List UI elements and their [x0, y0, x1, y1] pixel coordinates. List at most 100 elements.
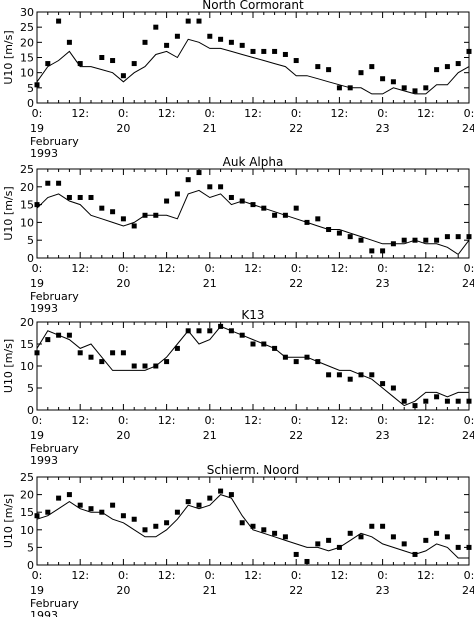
y-tick-label: 30: [20, 6, 34, 19]
y-tick-label: 20: [20, 181, 34, 194]
data-point-observed: [45, 61, 51, 67]
x-tick-label-day: 23: [376, 277, 390, 290]
data-point-observed: [228, 194, 234, 200]
x-tick-label-time: 12:: [71, 569, 89, 582]
data-point-observed: [153, 363, 159, 369]
data-point-observed: [304, 219, 310, 225]
data-point-observed: [315, 216, 321, 222]
data-point-observed: [45, 180, 51, 186]
x-tick-label-time: 12:: [417, 107, 435, 120]
data-point-observed: [261, 48, 267, 54]
x-date-note: February: [30, 597, 79, 610]
data-point-observed: [315, 541, 321, 547]
data-point-observed: [99, 55, 105, 60]
data-point-observed: [120, 513, 126, 519]
data-point-observed: [207, 184, 213, 190]
plot-frame: [36, 321, 470, 411]
data-point-observed: [131, 363, 137, 369]
data-point-observed: [218, 488, 224, 494]
data-point-observed: [455, 398, 461, 404]
data-point-observed: [185, 18, 191, 24]
data-point-observed: [250, 523, 256, 529]
x-tick-label-time: 0:: [32, 107, 43, 120]
x-tick-label-day: 20: [116, 277, 130, 290]
x-tick-label-time: 12:: [244, 569, 262, 582]
y-tick-label: 15: [20, 506, 34, 519]
data-point-observed: [88, 506, 94, 512]
data-point-observed: [347, 85, 353, 91]
y-tick-label: 10: [20, 216, 34, 229]
data-point-observed: [45, 509, 51, 515]
y-tick-label: 0: [27, 404, 34, 417]
x-tick-label-time: 0:: [204, 569, 215, 582]
plot-frame: [36, 168, 470, 259]
x-date-note: February: [30, 135, 79, 148]
data-point-observed: [228, 328, 234, 334]
data-point-observed: [293, 551, 299, 557]
x-tick-label-day: 22: [289, 429, 303, 442]
chart-panel-3: Schierm. Noord 0 5 10 15 20 25 0: 19 12: 0: 20 12: 0:…: [2, 463, 474, 617]
data-point-observed: [228, 39, 234, 45]
data-point-observed: [369, 372, 375, 378]
data-point-observed: [423, 537, 429, 543]
x-tick-label-day: 22: [289, 277, 303, 290]
x-tick-label-time: 12:: [417, 569, 435, 582]
data-point-observed: [261, 341, 267, 347]
data-point-observed: [336, 230, 342, 236]
data-point-observed: [390, 385, 396, 391]
x-tick-label-time: 0:: [204, 262, 215, 275]
data-point-observed: [66, 332, 72, 338]
x-tick-label-day: 21: [203, 584, 217, 597]
y-tick-label: 20: [20, 36, 34, 49]
data-point-observed: [326, 67, 332, 73]
data-point-observed: [56, 332, 62, 338]
data-point-observed: [34, 350, 40, 356]
data-point-observed: [390, 534, 396, 540]
data-point-observed: [466, 48, 472, 54]
x-tick-label-day: 21: [203, 122, 217, 135]
data-point-observed: [380, 248, 386, 254]
x-date-note: 1993: [30, 302, 58, 315]
y-axis-label: U10 [m/s]: [2, 186, 15, 240]
x-tick-label-time: 12:: [331, 262, 349, 275]
data-point-observed: [326, 372, 332, 378]
chart-title: Auk Alpha: [223, 155, 284, 169]
data-point-observed: [358, 534, 364, 540]
x-tick-label-day: 23: [376, 122, 390, 135]
x-tick-label-time: 0:: [291, 262, 302, 275]
x-tick-label-day: 24: [462, 277, 474, 290]
data-point-observed: [99, 205, 105, 211]
data-point-observed: [412, 237, 418, 243]
data-point-observed: [142, 212, 148, 218]
data-point-observed: [120, 350, 126, 356]
data-point-observed: [56, 18, 62, 24]
y-tick-label: 15: [20, 52, 34, 65]
x-tick-label-time: 0:: [377, 569, 388, 582]
x-tick-label-time: 0:: [464, 569, 474, 582]
x-tick-label-time: 12:: [331, 414, 349, 427]
x-tick-label-day: 19: [30, 584, 44, 597]
y-tick-label: 25: [20, 21, 34, 34]
data-point-observed: [444, 534, 450, 540]
x-tick-label-day: 24: [462, 429, 474, 442]
data-point-observed: [239, 520, 245, 526]
data-point-observed: [347, 234, 353, 240]
data-point-observed: [304, 558, 310, 564]
data-point-observed: [174, 345, 180, 351]
data-point-observed: [347, 376, 353, 382]
data-point-observed: [272, 530, 278, 536]
data-point-observed: [315, 64, 321, 70]
data-point-observed: [293, 58, 299, 64]
x-tick-label-day: 19: [30, 277, 44, 290]
data-point-observed: [455, 61, 461, 67]
x-tick-label-time: 0:: [464, 262, 474, 275]
x-tick-label-time: 12:: [417, 262, 435, 275]
data-point-observed: [185, 177, 191, 183]
y-tick-label: 20: [20, 489, 34, 502]
data-point-observed: [131, 223, 137, 229]
data-point-observed: [77, 61, 83, 67]
data-point-observed: [412, 403, 418, 409]
x-tick-label-day: 19: [30, 429, 44, 442]
data-point-observed: [272, 345, 278, 351]
data-point-observed: [423, 398, 429, 404]
